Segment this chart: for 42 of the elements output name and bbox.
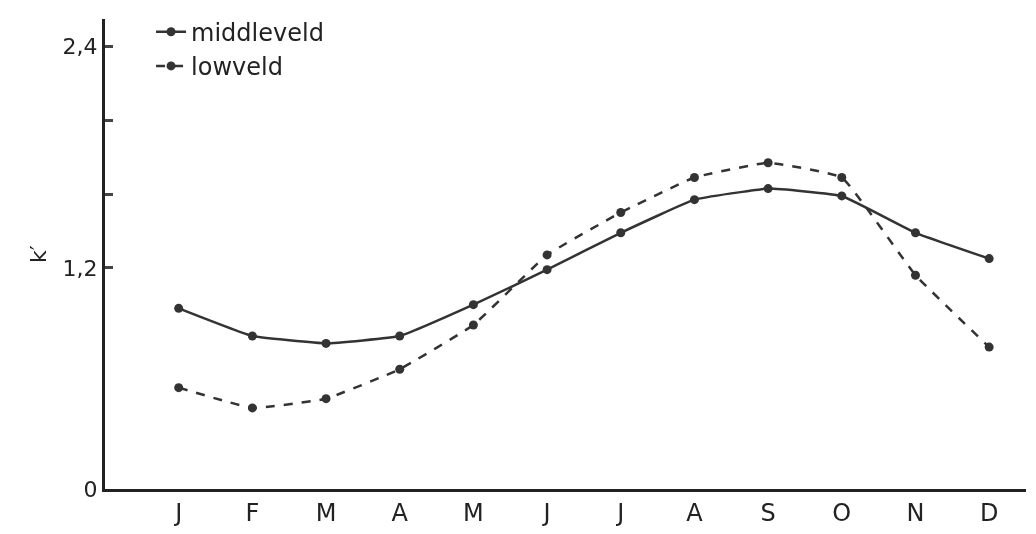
point: [174, 383, 184, 393]
y-tick-label: 1,2: [62, 255, 98, 281]
point: [542, 250, 552, 260]
point: [763, 158, 773, 168]
point: [468, 300, 478, 310]
point: [468, 320, 478, 330]
x-tick-label: M: [463, 498, 484, 527]
point: [910, 270, 920, 280]
x-tick-label: J: [615, 498, 625, 527]
point: [837, 191, 847, 201]
x-tick-label: A: [686, 498, 704, 527]
point: [542, 265, 552, 275]
point: [689, 195, 699, 205]
x-tick-label: J: [541, 498, 551, 527]
x-tick-label: F: [245, 498, 260, 527]
x-tick-label: O: [832, 498, 852, 527]
x-tick-label: S: [760, 498, 776, 527]
legend-label: middleveld: [191, 19, 324, 48]
point: [616, 228, 626, 238]
point: [395, 331, 405, 341]
point: [837, 173, 847, 183]
point: [763, 184, 773, 194]
x-tick-label: N: [906, 498, 925, 527]
x-tick-label: D: [979, 498, 999, 527]
point: [247, 403, 257, 413]
point: [616, 208, 626, 218]
point: [910, 228, 920, 238]
point: [321, 338, 331, 348]
x-tick-label: J: [173, 498, 183, 527]
x-tick-label: A: [391, 498, 409, 527]
point: [321, 394, 331, 404]
point: [395, 364, 405, 374]
point: [984, 254, 994, 264]
y-axis-title: k′: [26, 245, 52, 263]
y-tick-label: 0: [83, 476, 98, 502]
point: [174, 303, 184, 313]
point: [689, 173, 699, 183]
y-tick-label: 2,4: [62, 34, 98, 60]
point: [247, 331, 257, 341]
x-tick-label: M: [315, 498, 337, 527]
point: [984, 342, 994, 352]
legend-label: lowveld: [191, 53, 283, 82]
